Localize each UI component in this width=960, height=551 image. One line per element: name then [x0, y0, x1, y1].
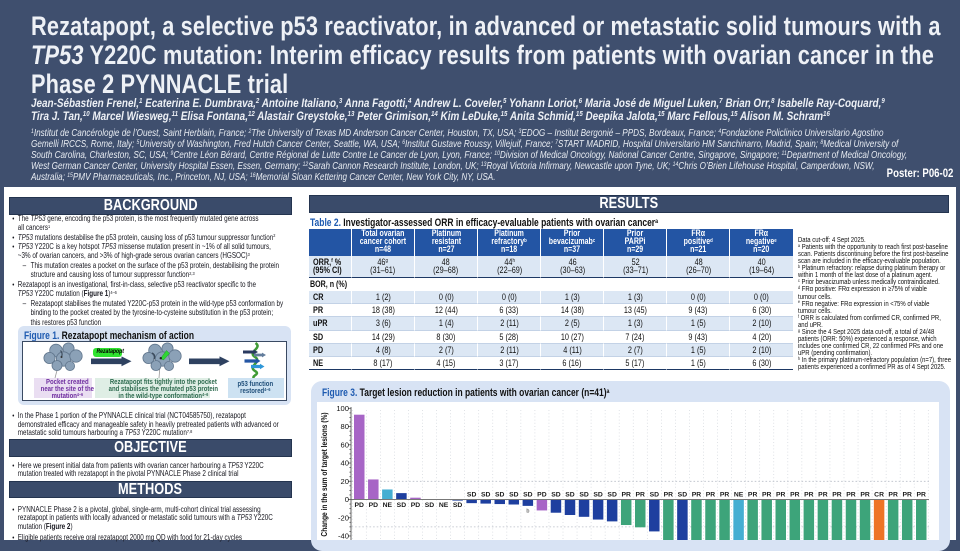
svg-text:PR: PR [720, 492, 730, 499]
svg-text:PR: PR [902, 492, 912, 499]
svg-text:PR: PR [706, 492, 716, 499]
svg-text:SD: SD [593, 492, 603, 499]
svg-text:SD: SD [523, 492, 533, 499]
svg-text:NE: NE [383, 502, 393, 509]
svg-text:SD: SD [551, 492, 561, 499]
svg-text:-40: -40 [338, 532, 349, 540]
svg-text:SD: SD [453, 502, 463, 509]
svg-text:PD: PD [355, 502, 365, 509]
svg-text:PD: PD [537, 492, 547, 499]
svg-text:PR: PR [818, 492, 828, 499]
svg-text:CR: CR [874, 492, 884, 499]
svg-text:PR: PR [762, 492, 772, 499]
svg-text:PR: PR [636, 492, 646, 499]
svg-text:SD: SD [397, 502, 407, 509]
svg-text:NE: NE [439, 502, 449, 509]
svg-text:PR: PR [664, 492, 674, 499]
svg-text:80: 80 [341, 422, 349, 431]
svg-text:SD: SD [607, 492, 617, 499]
svg-text:20: 20 [341, 477, 349, 486]
svg-text:b: b [526, 509, 529, 515]
svg-text:40: 40 [341, 459, 349, 468]
svg-text:PR: PR [804, 492, 814, 499]
svg-text:PR: PR [776, 492, 786, 499]
svg-text:SD: SD [509, 492, 519, 499]
svg-text:-20: -20 [338, 513, 349, 522]
svg-text:SD: SD [425, 502, 435, 509]
svg-text:SD: SD [565, 492, 575, 499]
svg-text:PD: PD [369, 502, 379, 509]
svg-text:SD: SD [650, 492, 660, 499]
svg-text:SD: SD [481, 492, 491, 499]
svg-text:SD: SD [579, 492, 589, 499]
svg-text:PD: PD [411, 502, 421, 509]
svg-text:SD: SD [495, 492, 505, 499]
svg-text:PR: PR [860, 492, 870, 499]
svg-text:PR: PR [917, 492, 927, 499]
svg-text:SD: SD [467, 492, 477, 499]
svg-text:PR: PR [832, 492, 842, 499]
svg-text:NE: NE [734, 492, 744, 499]
svg-text:100: 100 [336, 404, 349, 413]
svg-text:Change in the sum of target le: Change in the sum of target lesions (%) [319, 412, 329, 537]
svg-text:PR: PR [748, 492, 758, 499]
svg-text:60: 60 [341, 440, 349, 449]
svg-text:PR: PR [888, 492, 898, 499]
svg-text:0: 0 [345, 495, 349, 504]
svg-text:SD: SD [678, 492, 688, 499]
svg-text:PR: PR [692, 492, 702, 499]
svg-text:PR: PR [846, 492, 856, 499]
svg-text:PR: PR [621, 492, 631, 499]
svg-text:PR: PR [790, 492, 800, 499]
